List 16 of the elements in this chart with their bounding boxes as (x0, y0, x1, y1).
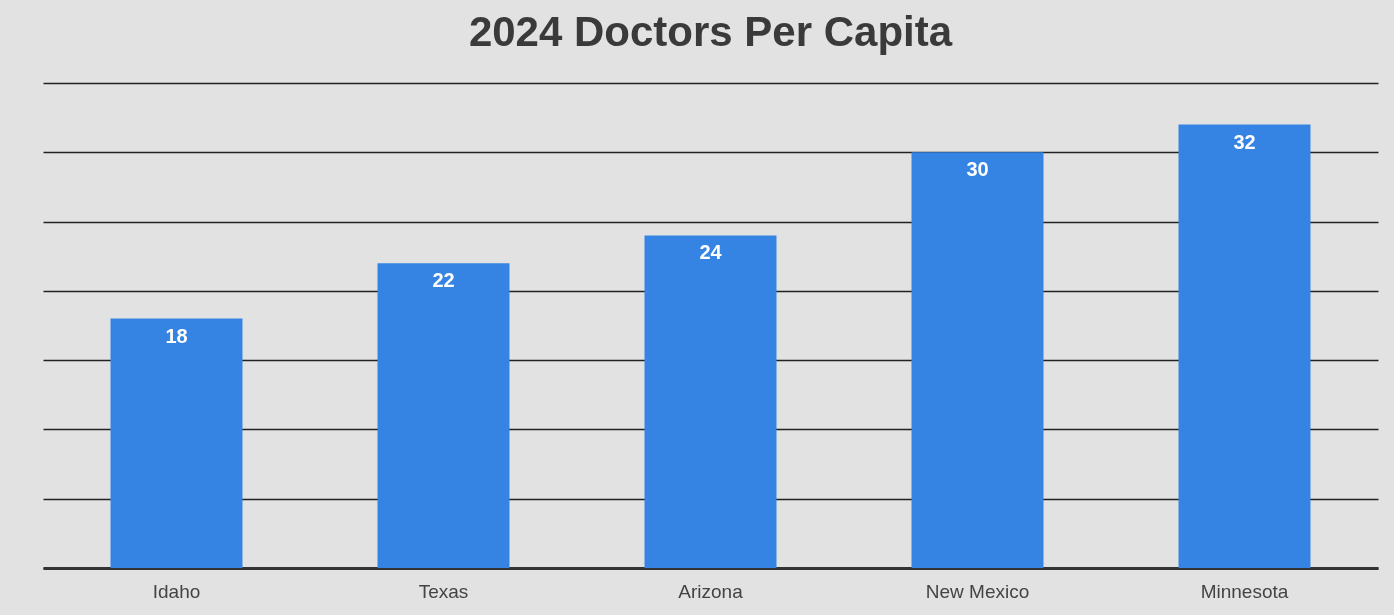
data-label: 22 (432, 269, 455, 292)
bar (377, 263, 510, 568)
chart-title: 2024 Doctors Per Capita (468, 8, 953, 55)
x-tick-label: Minnesota (1200, 580, 1289, 602)
data-label: 30 (966, 158, 989, 181)
bar (644, 235, 777, 568)
bar (1178, 124, 1311, 568)
x-tick-label: Texas (418, 580, 469, 602)
x-tick-label: Arizona (678, 580, 744, 602)
x-tick-label: New Mexico (925, 580, 1030, 602)
data-label: 24 (699, 241, 723, 264)
data-label: 32 (1233, 130, 1256, 153)
bar (911, 152, 1044, 568)
x-tick-label: Idaho (152, 580, 201, 602)
bar (110, 318, 243, 568)
data-label: 18 (165, 324, 188, 347)
